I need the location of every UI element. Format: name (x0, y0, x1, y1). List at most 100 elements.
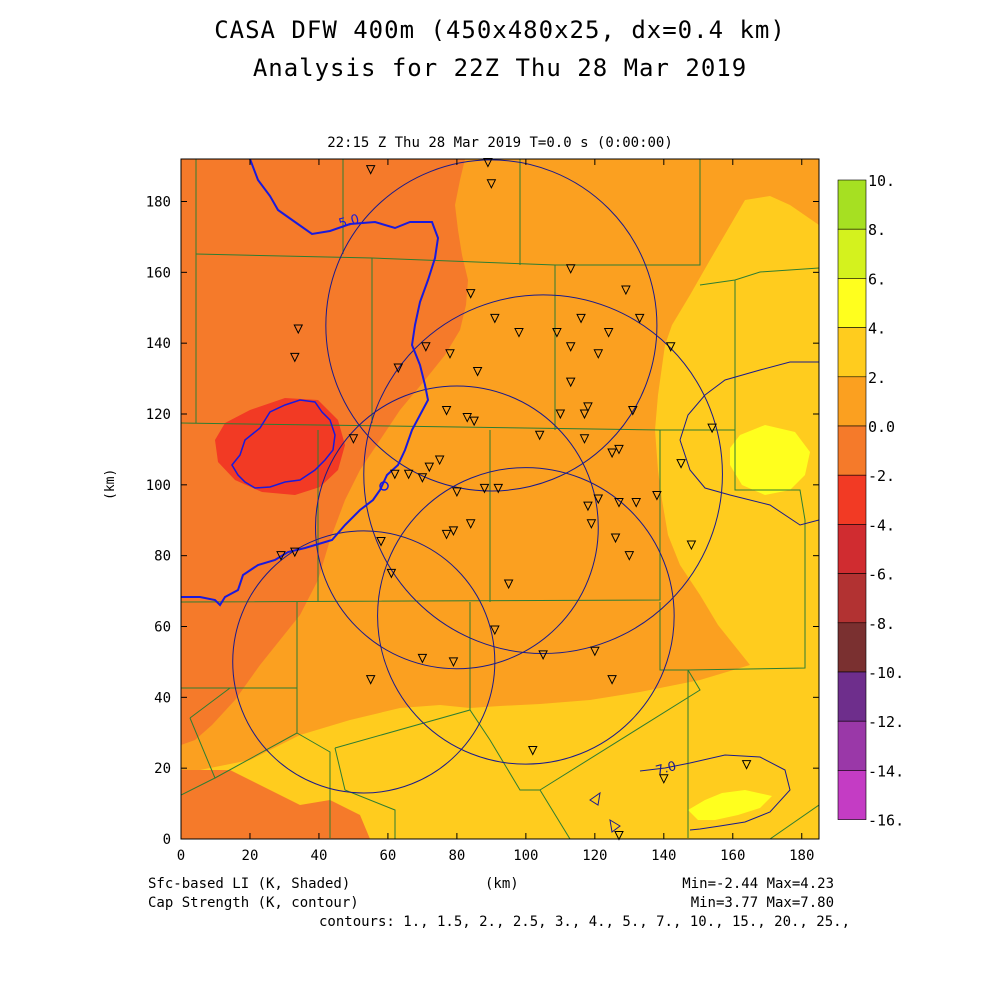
footer-contour-minmax: Min=3.77 Max=7.80 (690, 895, 834, 911)
contour-7 (679, 361, 819, 441)
x-tick-label: 80 (448, 848, 465, 864)
radar-range-rings (232, 159, 723, 794)
station-marker (565, 377, 576, 388)
station-marker (676, 459, 686, 469)
station-marker (707, 423, 717, 434)
colorbar-swatch (837, 179, 867, 230)
station-marker (386, 568, 397, 579)
footer-field-contour: Cap Strength (K, contour) (148, 895, 359, 911)
station-marker (583, 501, 593, 512)
station-marker (441, 529, 452, 540)
station-marker (552, 328, 562, 338)
colorbar-swatch (837, 720, 867, 771)
station-marker (403, 469, 414, 480)
station-marker (448, 526, 459, 536)
observation-stations (276, 158, 752, 841)
colorbar-swatch (837, 474, 867, 525)
y-tick-label: 100 (146, 478, 171, 494)
colorbar-label: 4. (868, 320, 886, 338)
x-tick-label: 180 (789, 848, 814, 864)
station-marker (583, 402, 593, 413)
station-marker (490, 625, 500, 636)
colorbar-swatch (837, 278, 867, 328)
plot-frame (180, 158, 820, 840)
colorbar-label: -6. (868, 566, 895, 584)
station-marker (365, 165, 376, 175)
station-marker (555, 409, 566, 420)
colorbar-swatch (837, 327, 867, 378)
station-marker (579, 409, 590, 420)
colorbar-label: -12. (868, 713, 904, 731)
colorbar-swatch (837, 228, 867, 279)
colorbar-label: 10. (868, 172, 895, 190)
station-marker (634, 313, 645, 324)
contour-5 (181, 159, 440, 607)
colorbar-swatch (837, 425, 867, 476)
colorbar-label: 2. (868, 369, 886, 387)
station-marker (593, 349, 604, 359)
y-tick-label: 20 (154, 761, 171, 777)
x-tick-label: 100 (513, 848, 538, 864)
station-marker (293, 324, 304, 335)
station-marker (534, 430, 545, 441)
field-band-4-to-6 (730, 425, 810, 495)
station-marker (659, 774, 669, 784)
radar-ring (232, 530, 496, 794)
station-marker (289, 547, 300, 558)
station-marker (276, 551, 286, 561)
station-marker (445, 349, 455, 359)
y-tick-label: 160 (146, 265, 171, 281)
field-band-minus4-to-minus2 (215, 398, 345, 495)
station-marker (289, 352, 300, 363)
county-boundaries (181, 159, 819, 839)
station-marker (538, 650, 548, 660)
station-marker (590, 646, 600, 657)
footer-field-shaded: Sfc-based LI (K, Shaded) (148, 876, 351, 892)
station-marker (565, 342, 576, 352)
station-marker (579, 434, 590, 444)
x-axis-label: (km) (485, 876, 519, 892)
radar-ring (377, 467, 675, 765)
y-tick-label: 180 (146, 195, 171, 211)
y-tick-label: 80 (154, 549, 171, 565)
station-marker (417, 653, 428, 664)
colorbar-label: -14. (868, 762, 904, 780)
station-marker (607, 448, 617, 459)
y-tick-label: 60 (154, 620, 171, 636)
colorbar-label: -2. (868, 467, 895, 485)
station-marker (631, 498, 642, 508)
station-marker (614, 830, 624, 841)
colorbar-label: 8. (868, 221, 886, 239)
axes: 0 20 40 60 80 100 120 140 160 180 0 20 40 60 80 100 120 1… (146, 159, 819, 864)
colorbar-label: -4. (868, 516, 895, 534)
station-marker (472, 367, 483, 377)
colorbar-label: -10. (868, 664, 904, 682)
shaded-field (181, 159, 819, 839)
y-tick-label: 140 (146, 336, 171, 352)
station-marker (441, 405, 452, 416)
station-marker (376, 537, 386, 547)
station-marker (610, 533, 621, 544)
station-marker (603, 328, 614, 338)
station-marker (627, 405, 638, 416)
station-marker (469, 416, 479, 427)
station-marker (624, 551, 635, 561)
radar-ring (363, 294, 723, 655)
colorbar-swatch (837, 622, 867, 673)
station-marker (390, 469, 400, 480)
y-axis-label: (km) (103, 468, 118, 500)
station-marker (465, 289, 476, 299)
x-tick-label: 60 (379, 848, 396, 864)
x-tick-label: 40 (311, 848, 328, 864)
station-marker (593, 494, 604, 505)
station-marker (462, 413, 473, 423)
contour-label-5: 5.0 (337, 212, 361, 232)
station-marker (434, 455, 445, 466)
station-marker (448, 657, 459, 668)
station-marker (576, 313, 586, 324)
radar-ring (314, 385, 599, 670)
station-marker (686, 540, 697, 551)
colorbar-label: -8. (868, 615, 895, 633)
station-marker (527, 745, 538, 756)
